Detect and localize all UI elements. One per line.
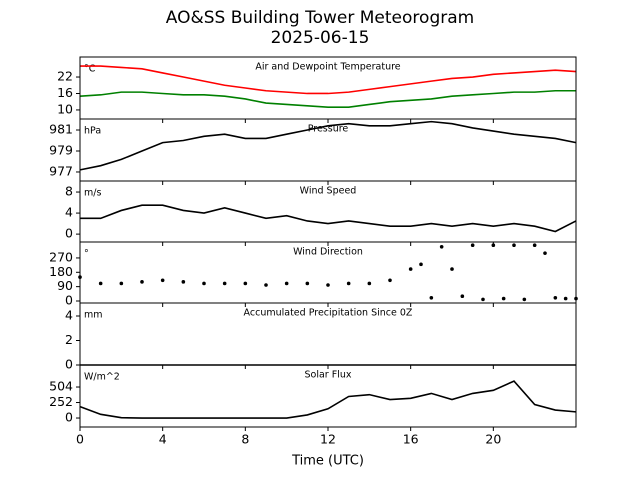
data-point xyxy=(305,281,310,286)
data-point xyxy=(367,281,372,286)
data-point xyxy=(532,243,537,247)
x-axis-label: Time (UTC) xyxy=(291,454,364,469)
x-tick-label: 12 xyxy=(320,432,336,447)
y-tick-label: 0 xyxy=(65,226,73,241)
x-tick-label: 16 xyxy=(403,432,419,447)
data-point xyxy=(460,294,465,299)
panel-title: Pressure xyxy=(308,124,349,135)
panel-frame xyxy=(79,364,577,428)
unit-label: hPa xyxy=(84,126,101,137)
figure-title: AO&SS Building Tower Meteorogram xyxy=(166,8,474,28)
data-point xyxy=(98,281,103,286)
data-point xyxy=(439,244,444,249)
data-point xyxy=(481,297,485,302)
data-point xyxy=(563,296,568,301)
data-point xyxy=(388,278,392,283)
data-point xyxy=(450,267,454,271)
data-point xyxy=(419,262,423,267)
x-tick-label: 8 xyxy=(241,432,249,447)
data-point xyxy=(553,296,558,300)
y-tick-label: 16 xyxy=(57,85,73,100)
y-tick-label: 270 xyxy=(49,249,73,264)
data-line xyxy=(80,65,577,95)
data-point xyxy=(284,281,289,286)
data-point xyxy=(429,296,434,300)
y-tick-label: 180 xyxy=(49,264,73,279)
data-point xyxy=(202,281,206,286)
data-point xyxy=(522,297,527,302)
x-tick-label: 20 xyxy=(485,432,501,447)
y-tick-label: 977 xyxy=(49,163,73,178)
panel-title: Accumulated Precipitation Since 0Z xyxy=(244,308,413,319)
data-point xyxy=(222,281,227,286)
data-line xyxy=(79,89,576,109)
data-line xyxy=(80,204,577,233)
data-point xyxy=(160,278,165,283)
unit-label: W/m^2 xyxy=(84,372,120,383)
panel-title: Wind Direction xyxy=(293,247,363,258)
y-tick-label: 0 xyxy=(65,357,73,372)
data-point xyxy=(491,243,496,247)
y-tick-label: 4 xyxy=(65,307,73,322)
data-line xyxy=(79,380,577,419)
data-point xyxy=(512,243,516,247)
x-tick-label: 0 xyxy=(76,432,84,447)
y-tick-label: 981 xyxy=(49,122,73,137)
y-tick-label: 0 xyxy=(65,410,73,425)
data-point xyxy=(543,251,547,255)
figure-subtitle: 2025-06-15 xyxy=(271,28,370,48)
data-point xyxy=(501,296,506,301)
panel-title: Air and Dewpoint Temperature xyxy=(255,62,400,73)
unit-label: m/s xyxy=(84,188,101,199)
data-point xyxy=(408,267,413,271)
data-point xyxy=(119,281,124,286)
y-tick-label: 979 xyxy=(49,142,73,157)
data-point xyxy=(181,280,186,284)
panel-title: Solar Flux xyxy=(305,370,352,381)
data-point xyxy=(470,243,475,247)
unit-label: °C xyxy=(84,64,96,75)
unit-label: ° xyxy=(84,249,89,260)
unit-label: mm xyxy=(84,310,103,321)
y-tick-label: 90 xyxy=(57,278,73,293)
data-point xyxy=(264,283,268,287)
y-tick-label: 252 xyxy=(49,394,73,409)
y-tick-label: 10 xyxy=(57,101,73,116)
data-point xyxy=(243,281,248,286)
x-tick-label: 4 xyxy=(159,432,167,447)
data-point xyxy=(346,281,351,286)
y-tick-label: 504 xyxy=(49,379,73,394)
panel-title: Wind Speed xyxy=(300,186,357,197)
y-tick-label: 8 xyxy=(65,184,73,199)
y-tick-label: 2 xyxy=(65,332,73,347)
y-tick-label: 4 xyxy=(65,205,73,220)
y-tick-label: 0 xyxy=(65,292,73,307)
data-point xyxy=(326,283,330,287)
data-point xyxy=(140,280,144,284)
y-tick-label: 22 xyxy=(57,69,73,84)
data-line xyxy=(79,120,577,171)
